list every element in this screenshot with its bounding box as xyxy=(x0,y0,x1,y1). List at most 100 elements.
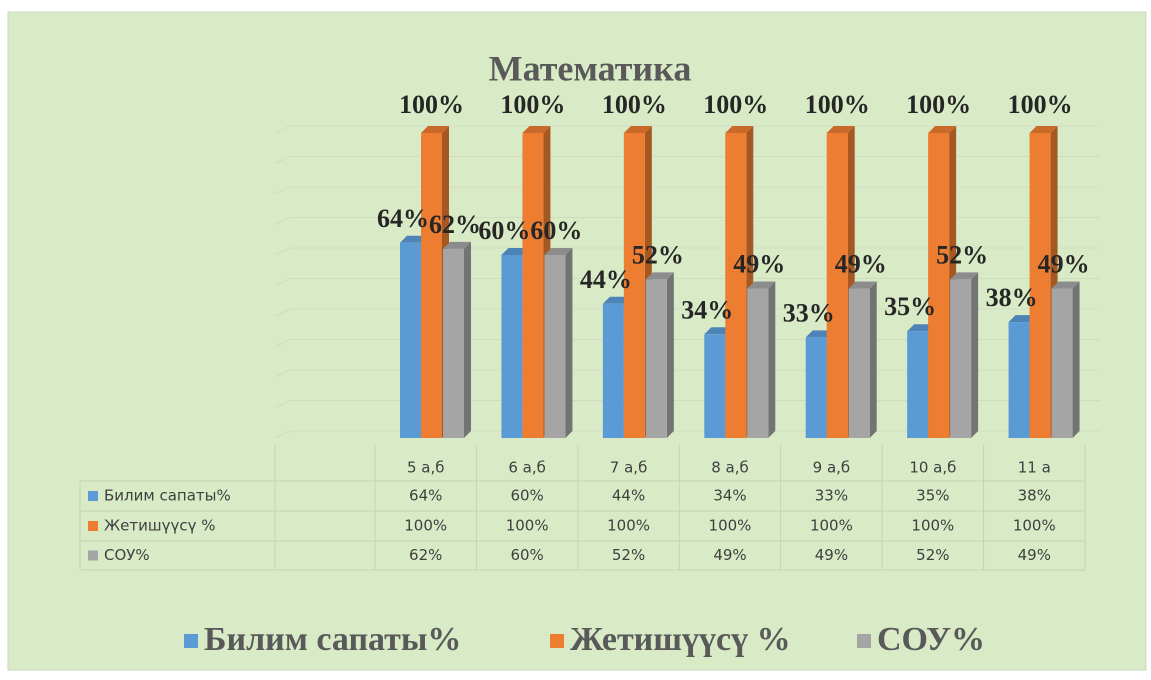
table-cell: 38% xyxy=(1018,487,1051,505)
x-tick-label: 11 а xyxy=(1018,459,1051,477)
bar xyxy=(950,279,972,438)
table-cell: 60% xyxy=(510,487,543,505)
bar-top xyxy=(848,281,877,289)
bar xyxy=(522,133,544,438)
table-legend-key xyxy=(88,550,98,561)
data-label: 100% xyxy=(1008,90,1073,119)
legend-label: Билим сапаты% xyxy=(204,621,461,658)
grid-depth xyxy=(274,369,291,378)
table-cell: 49% xyxy=(815,546,848,564)
table-cell: 100% xyxy=(506,517,549,535)
table-legend-key xyxy=(88,491,98,501)
bar-side xyxy=(666,272,674,438)
data-label: 49% xyxy=(733,250,785,279)
bar-side xyxy=(971,272,979,438)
x-tick-label: 9 а,б xyxy=(813,459,851,477)
data-label: 100% xyxy=(500,90,565,119)
x-tick-label: 6 а,б xyxy=(508,459,546,477)
bar xyxy=(725,133,747,438)
data-label: 49% xyxy=(1038,250,1090,279)
bar-top xyxy=(747,281,776,289)
grid-depth xyxy=(274,125,291,134)
table-row-header: Билим сапаты% xyxy=(104,487,231,505)
x-tick-label: 10 а,б xyxy=(909,459,956,477)
table-cell: 49% xyxy=(713,546,746,564)
data-label: 33% xyxy=(783,298,835,327)
table-cell: 35% xyxy=(916,487,949,505)
bar xyxy=(1029,133,1051,438)
bar-top xyxy=(950,272,979,280)
data-label: 44% xyxy=(580,265,632,294)
table-cell: 52% xyxy=(916,546,949,564)
table-cell: 33% xyxy=(815,487,848,505)
table-cell: 34% xyxy=(713,487,746,505)
bar xyxy=(421,133,442,438)
bar xyxy=(400,242,421,438)
bar xyxy=(848,288,870,438)
bar-top xyxy=(826,126,855,133)
bar xyxy=(544,255,566,438)
grid-depth xyxy=(274,308,291,317)
table-row-header: СОУ% xyxy=(104,546,150,564)
x-tick-label: 5 а,б xyxy=(407,459,445,477)
bar-top xyxy=(421,126,449,133)
data-label: 100% xyxy=(805,90,870,119)
table-cell: 100% xyxy=(709,517,752,535)
bar-top xyxy=(1051,281,1080,289)
legend-key xyxy=(550,634,564,648)
data-label: 100% xyxy=(602,90,667,119)
grid-depth xyxy=(274,186,291,195)
bar xyxy=(1051,288,1073,438)
data-label: 38% xyxy=(986,283,1038,312)
data-label: 52% xyxy=(632,240,684,269)
grid-depth xyxy=(274,156,291,164)
bar-top xyxy=(522,126,551,133)
bar xyxy=(1008,322,1030,438)
bar-top xyxy=(928,126,957,133)
data-label: 49% xyxy=(835,250,887,279)
table-legend-key xyxy=(88,521,98,531)
grid-depth xyxy=(274,278,291,286)
bar-side xyxy=(1072,281,1080,438)
data-label: 100% xyxy=(906,90,971,119)
data-label: 60% xyxy=(530,216,582,245)
bar xyxy=(443,248,464,438)
data-label: 64% xyxy=(377,204,429,233)
data-label: 35% xyxy=(884,292,936,321)
bar-top xyxy=(1029,126,1058,133)
data-label: 62% xyxy=(429,210,481,239)
legend-key xyxy=(184,634,198,648)
grid-depth xyxy=(274,217,291,225)
bar xyxy=(747,288,769,438)
table-cell: 52% xyxy=(612,546,645,564)
bar-side xyxy=(565,248,573,438)
table-cell: 100% xyxy=(1013,517,1056,535)
bar xyxy=(928,133,950,438)
legend-label: Жетишүүсү % xyxy=(570,621,791,658)
data-label: 100% xyxy=(399,90,464,119)
table-cell: 100% xyxy=(810,517,853,535)
legend-key xyxy=(857,634,871,648)
bar xyxy=(907,331,929,438)
table-cell: 49% xyxy=(1018,546,1051,564)
bar xyxy=(602,303,624,438)
bar-side xyxy=(768,281,776,438)
bar xyxy=(501,255,523,438)
x-tick-label: 7 а,б xyxy=(610,459,648,477)
chart-title: Математика xyxy=(489,48,692,88)
table-cell: 64% xyxy=(409,487,442,505)
bar-top xyxy=(544,248,573,255)
grid-depth xyxy=(274,400,291,408)
bar xyxy=(805,337,827,438)
table-cell: 44% xyxy=(612,487,645,505)
bar xyxy=(826,133,848,438)
legend-label: СОУ% xyxy=(877,621,985,658)
data-label: 100% xyxy=(703,90,768,119)
bar xyxy=(645,279,667,438)
bar-top xyxy=(725,126,754,133)
bar-side xyxy=(464,241,471,438)
bar-top xyxy=(623,126,652,133)
data-label: 60% xyxy=(478,216,530,245)
bar-side xyxy=(869,281,877,438)
